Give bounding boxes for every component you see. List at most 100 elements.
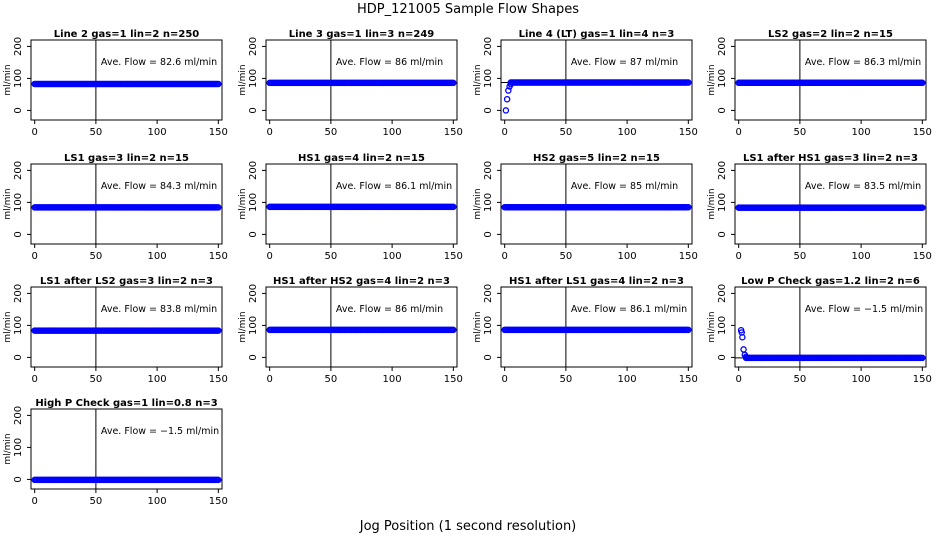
y-tick-label: 100 <box>483 316 494 335</box>
data-point <box>740 346 747 353</box>
plot-frame <box>500 39 693 121</box>
y-tick-label: 0 <box>483 354 494 360</box>
x-tick-label: 50 <box>794 127 807 138</box>
y-tick-label: 200 <box>248 37 259 56</box>
y-axis-label: ml/min <box>238 188 248 219</box>
data-point <box>919 354 926 362</box>
x-tick-label: 50 <box>560 251 573 262</box>
plot-frame <box>30 286 223 368</box>
x-tick-label: 0 <box>735 251 741 262</box>
x-tick-label: 150 <box>913 127 932 138</box>
y-axis-label: ml/min <box>473 311 483 342</box>
data-point <box>685 326 692 334</box>
data-point <box>919 204 926 211</box>
y-tick-label: 0 <box>13 231 24 237</box>
x-tick-label: 0 <box>266 251 272 262</box>
data-point <box>215 327 222 334</box>
plot-frame <box>500 163 693 245</box>
y-tick-label: 0 <box>13 107 24 113</box>
x-tick-label: 100 <box>852 251 871 262</box>
x-tick-label: 150 <box>679 127 698 138</box>
y-tick-label: 0 <box>248 354 259 360</box>
y-tick-label: 200 <box>483 161 494 180</box>
x-tick-label: 50 <box>90 496 103 507</box>
chart-panel: Line 3 gas=1 lin=3 n=249 0 50 100 150 0 100 200… <box>238 29 463 138</box>
y-tick-label: 200 <box>483 284 494 303</box>
y-tick-label: 0 <box>13 354 24 360</box>
x-tick-label: 0 <box>31 251 37 262</box>
average-flow-annotation: Ave. Flow = 86 ml/min <box>336 304 443 315</box>
y-axis-label: ml/min <box>707 64 717 95</box>
chart-title: LS1 after HS1 gas=3 lin=2 n=3 <box>743 153 918 164</box>
x-tick-label: 100 <box>618 251 637 262</box>
data-point <box>502 107 510 114</box>
x-tick-label: 100 <box>148 374 167 385</box>
plot-frame <box>500 286 693 368</box>
y-axis-label: ml/min <box>707 188 717 219</box>
x-tick-label: 50 <box>325 127 338 138</box>
y-axis-label: ml/min <box>238 64 248 95</box>
x-tick-label: 50 <box>794 251 807 262</box>
page-title: HDP_121005 Sample Flow Shapes <box>356 2 580 17</box>
average-flow-annotation: Ave. Flow = 85 ml/min <box>571 181 678 192</box>
x-tick-label: 100 <box>852 127 871 138</box>
data-point <box>215 80 222 88</box>
x-tick-label: 0 <box>735 374 741 385</box>
y-axis-label: ml/min <box>3 188 13 219</box>
chart-title: LS2 gas=2 lin=2 n=15 <box>768 29 893 40</box>
y-axis-label: ml/min <box>3 311 13 342</box>
x-tick-label: 150 <box>209 496 228 507</box>
x-tick-label: 50 <box>90 127 103 138</box>
average-flow-annotation: Ave. Flow = 87 ml/min <box>571 57 678 68</box>
chart-panel: LS1 gas=3 lin=2 n=15 0 50 100 150 0 100 200ml/m… <box>3 153 228 262</box>
y-tick-label: 100 <box>248 316 259 335</box>
x-tick-label: 0 <box>31 496 37 507</box>
x-axis-label: Jog Position (1 second resolution) <box>359 519 577 534</box>
x-tick-label: 50 <box>560 374 573 385</box>
data-point <box>450 203 457 211</box>
y-tick-label: 200 <box>483 37 494 56</box>
chart-panel: HS1 after LS1 gas=4 lin=2 n=3 0 50 100 150 0 1… <box>473 276 698 385</box>
data-point <box>215 476 222 484</box>
y-axis-label: ml/min <box>473 64 483 95</box>
x-tick-label: 50 <box>325 251 338 262</box>
plot-frame <box>265 286 458 368</box>
average-flow-annotation: Ave. Flow = 83.5 ml/min <box>805 181 921 192</box>
y-tick-label: 200 <box>13 161 24 180</box>
chart-title: HS1 after LS1 gas=4 lin=2 n=3 <box>509 276 684 287</box>
data-point <box>739 333 746 341</box>
x-tick-label: 100 <box>383 374 402 385</box>
y-tick-label: 100 <box>483 69 494 88</box>
plot-frame <box>734 286 927 368</box>
chart-panel: HS1 gas=4 lin=2 n=15 0 50 100 150 0 100 200ml/m… <box>238 153 463 262</box>
x-tick-label: 150 <box>913 251 932 262</box>
x-tick-label: 0 <box>501 127 507 138</box>
data-point <box>685 79 692 86</box>
data-point <box>742 353 750 361</box>
y-tick-label: 200 <box>248 284 259 303</box>
chart-title: Line 2 gas=1 lin=2 n=250 <box>54 29 200 40</box>
y-tick-label: 200 <box>13 284 24 303</box>
x-tick-label: 0 <box>31 127 37 138</box>
chart-panel: LS1 after LS2 gas=3 lin=2 n=3 0 50 100 150 0 1… <box>3 276 228 385</box>
x-tick-label: 150 <box>209 127 228 138</box>
average-flow-annotation: Ave. Flow = −1.5 ml/min <box>805 304 923 315</box>
y-tick-label: 100 <box>13 438 24 457</box>
x-tick-label: 150 <box>444 127 463 138</box>
x-tick-label: 50 <box>560 127 573 138</box>
data-point <box>450 326 457 334</box>
y-tick-label: 200 <box>13 37 24 56</box>
y-tick-label: 200 <box>717 37 728 56</box>
x-tick-label: 100 <box>148 496 167 507</box>
y-tick-label: 0 <box>483 107 494 113</box>
y-tick-label: 200 <box>248 161 259 180</box>
plot-frame <box>265 39 458 121</box>
chart-panel: LS1 after HS1 gas=3 lin=2 n=3 0 50 100 150 0 1… <box>707 153 932 262</box>
chart-title: HS1 gas=4 lin=2 n=15 <box>298 153 425 164</box>
chart-title: HS2 gas=5 lin=2 n=15 <box>533 153 660 164</box>
chart-panel: HS1 after HS2 gas=4 lin=2 n=3 0 50 100 150 0 1… <box>238 276 463 385</box>
x-tick-label: 150 <box>444 251 463 262</box>
chart-title: High P Check gas=1 lin=0.8 n=3 <box>35 398 217 409</box>
x-tick-label: 50 <box>90 251 103 262</box>
